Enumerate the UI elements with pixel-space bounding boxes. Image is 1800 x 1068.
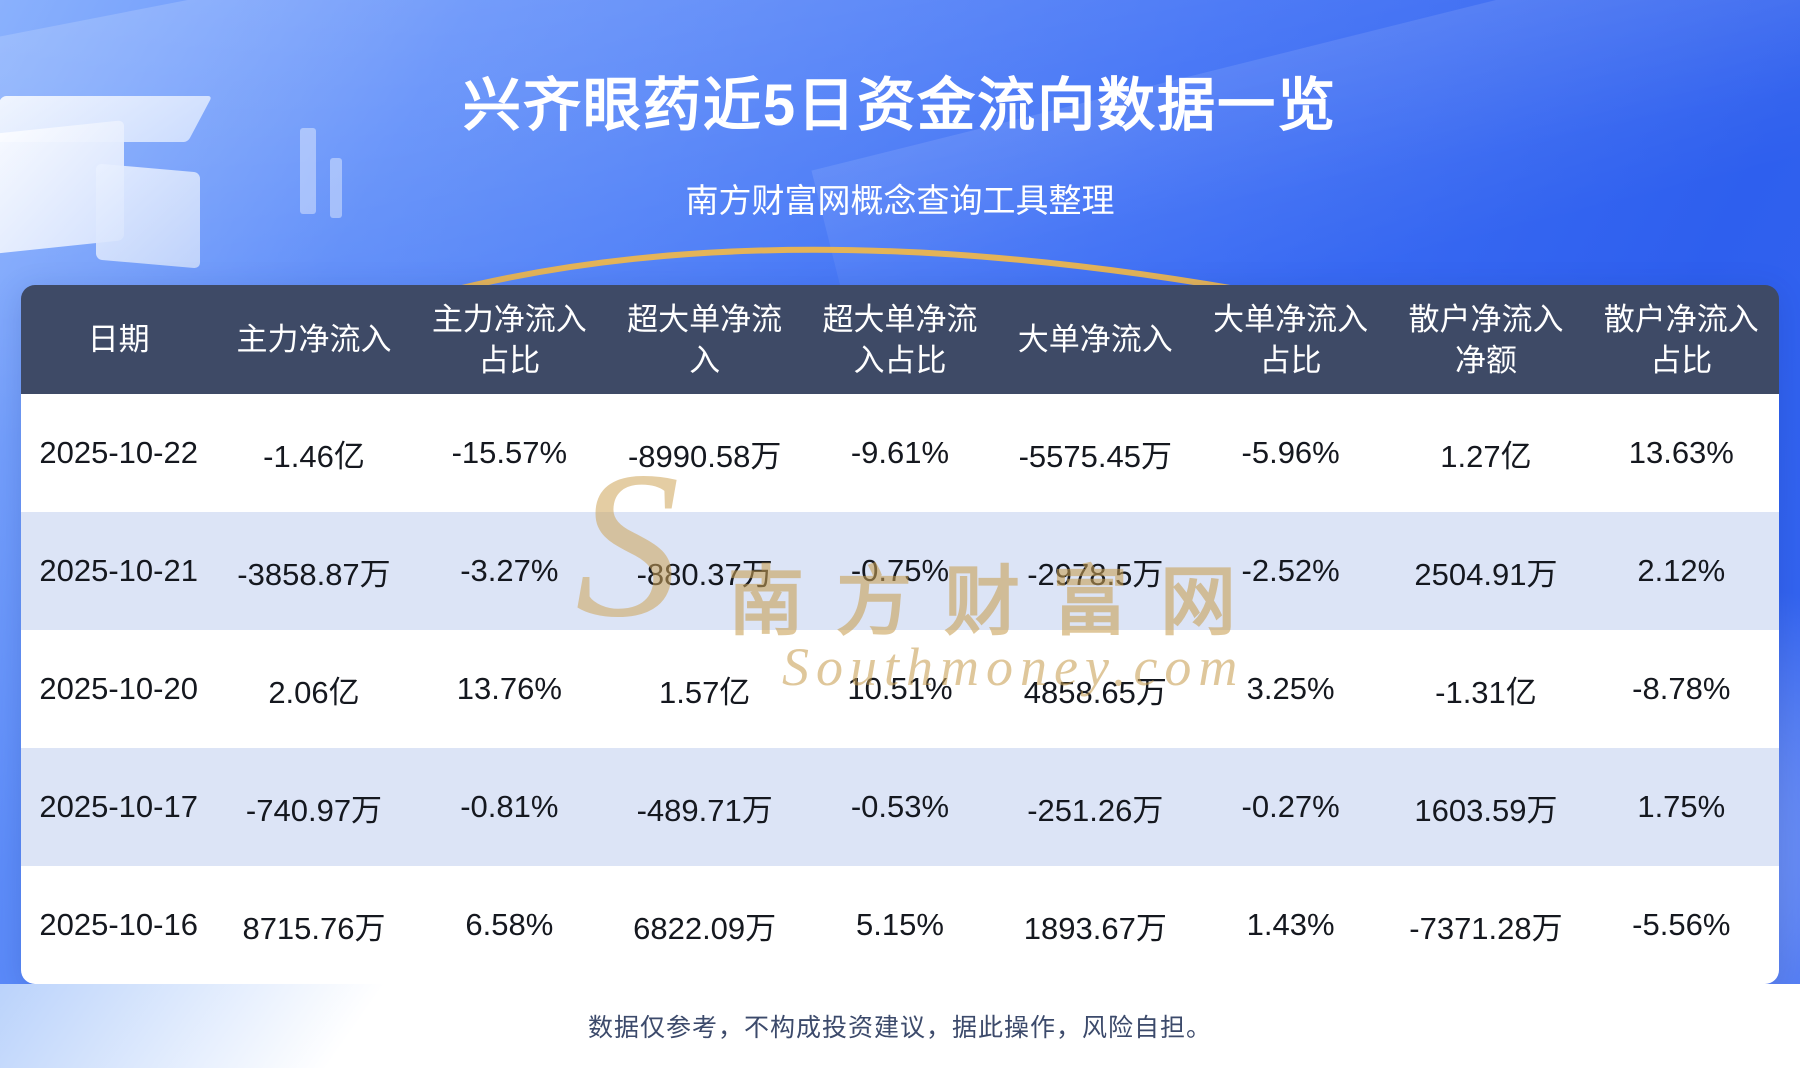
value-cell: 1603.59万 [1414,792,1558,828]
column-header-super-large-net-inflow-pct: 超大单净流 入占比 [822,301,978,378]
disclaimer-text: 数据仅参考，不构成投资建议，据此操作，风险自担。 [587,1014,1212,1042]
footer: 数据仅参考，不构成投资建议，据此操作，风险自担。 [0,984,1800,1068]
table-row: 2025-10-20 2.06亿 13.76% 1.57亿 10.51% 4858.65万… [21,630,1779,748]
value-cell: 2504.91万 [1414,556,1558,592]
date-cell: 2025-10-21 [39,553,198,588]
value-cell: -3.27% [460,553,559,588]
value-cell: -7371.28万 [1409,910,1563,946]
value-cell: -880.37万 [636,556,773,592]
value-cell: 2.12% [1637,553,1726,588]
column-header-retail-net-inflow-pct: 散户净流入 占比 [1603,301,1759,378]
value-cell: 1.27亿 [1440,438,1532,474]
value-cell: -0.81% [460,789,559,824]
page-subtitle: 南方财富网概念查询工具整理 [685,182,1115,219]
page-title: 兴齐眼药近5日资金流向数据一览 [462,73,1338,138]
value-cell: 13.63% [1628,435,1734,470]
column-header-super-large-net-inflow: 超大单净流 入 [627,301,783,378]
footer-corner-decoration [0,984,396,1068]
date-cell: 2025-10-22 [39,435,198,470]
table-header-row: 日期 主力净流入 主力净流入 占比 超大单净流 入 超大单净流 入占比 大单净流… [21,285,1779,394]
value-cell: -5575.45万 [1018,438,1172,474]
table-row: 2025-10-21 -3858.87万 -3.27% -880.37万 -0.75% -… [21,512,1779,630]
value-cell: 1893.67万 [1023,910,1167,946]
value-cell: -740.97万 [245,792,383,828]
fund-flow-table: 日期 主力净流入 主力净流入 占比 超大单净流 入 超大单净流 入占比 大单净流… [21,285,1779,984]
column-header-retail-net-inflow: 散户净流入 净额 [1408,301,1564,378]
value-cell: 13.76% [456,671,562,706]
column-header-date: 日期 [87,322,150,357]
date-cell: 2025-10-20 [39,671,198,706]
value-cell: -0.75% [850,553,950,588]
value-cell: -15.57% [451,435,568,470]
value-cell: 1.75% [1637,789,1726,824]
value-cell: -8.78% [1632,671,1731,706]
column-header-main-net-inflow-pct: 主力净流入 占比 [431,301,587,378]
value-cell: -9.61% [850,435,950,470]
value-cell: -5.96% [1241,435,1340,470]
value-cell: 1.57亿 [658,674,751,710]
column-header-main-net-inflow: 主力净流入 [236,322,392,357]
value-cell: -0.53% [850,789,950,824]
value-cell: -2.52% [1241,553,1340,588]
value-cell: -5.56% [1632,907,1731,942]
table-body: 2025-10-22 -1.46亿 -15.57% -8990.58万 -9.61% -5… [21,394,1779,984]
value-cell: 1.43% [1246,907,1335,942]
date-cell: 2025-10-17 [39,789,198,824]
value-cell: -2978.5万 [1027,556,1164,592]
value-cell: 3.25% [1246,671,1335,706]
value-cell: -489.71万 [636,792,773,828]
value-cell: 6822.09万 [633,910,777,946]
table-row: 2025-10-22 -1.46亿 -15.57% -8990.58万 -9.61% -5… [21,394,1779,512]
value-cell: -8990.58万 [627,438,782,474]
value-cell: 10.51% [847,671,953,706]
value-cell: 2.06亿 [268,674,360,710]
column-header-large-net-inflow: 大单净流入 [1017,322,1173,357]
value-cell: 6.58% [465,907,554,942]
value-cell: 4858.65万 [1023,674,1167,710]
value-cell: -3858.87万 [237,556,391,592]
value-cell: -1.46亿 [263,438,365,474]
value-cell: 8715.76万 [242,910,386,946]
date-cell: 2025-10-16 [39,907,198,942]
value-cell: -0.27% [1241,789,1340,824]
table-row: 2025-10-16 8715.76万 6.58% 6822.09万 5.15% 1893… [21,866,1779,984]
value-cell: -1.31亿 [1435,674,1537,710]
value-cell: -251.26万 [1027,792,1164,828]
value-cell: 5.15% [856,907,944,942]
column-header-large-net-inflow-pct: 大单净流入 占比 [1213,301,1369,378]
table-row: 2025-10-17 -740.97万 -0.81% -489.71万 -0.53% -2… [21,748,1779,866]
